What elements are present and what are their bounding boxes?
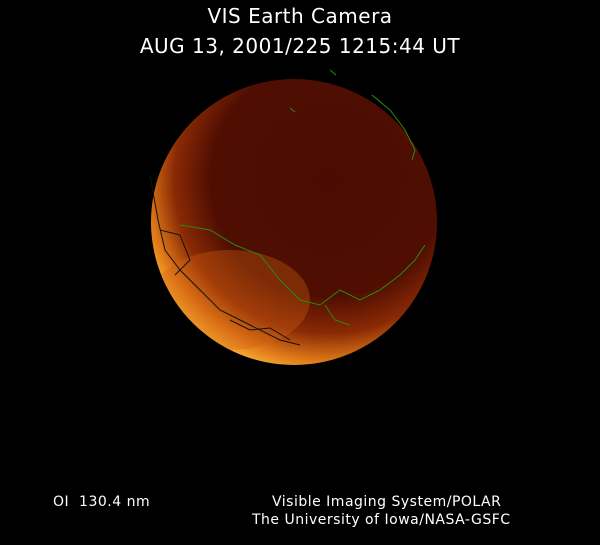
wavelength-label: OI 130.4 nm <box>53 494 151 510</box>
credit-line-2: The University of Iowa/NASA-GSFC <box>252 512 511 528</box>
timestamp: AUG 13, 2001/225 1215:44 UT <box>139 34 461 58</box>
aurora-glow <box>151 250 310 350</box>
coastlines <box>179 69 426 326</box>
continent-outlines <box>149 174 301 346</box>
earth-disk <box>151 79 437 365</box>
title: VIS Earth Camera <box>207 4 393 28</box>
credit-line-1: Visible Imaging System/POLAR <box>272 494 502 510</box>
